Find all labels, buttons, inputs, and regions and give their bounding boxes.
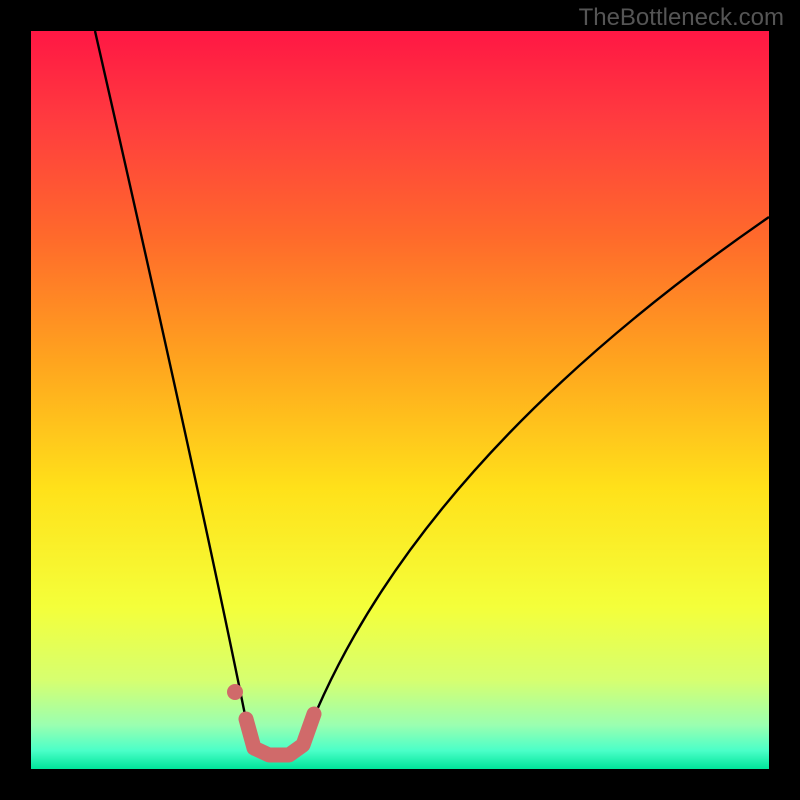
overlay-dot-marker	[227, 684, 243, 700]
overlay-u-marker	[246, 714, 314, 755]
curve-right-branch	[299, 217, 769, 755]
curve-layer	[31, 31, 769, 769]
curve-left-branch	[95, 31, 253, 755]
chart-stage: TheBottleneck.com	[0, 0, 800, 800]
plot-area	[31, 31, 769, 769]
watermark-text: TheBottleneck.com	[579, 4, 784, 32]
